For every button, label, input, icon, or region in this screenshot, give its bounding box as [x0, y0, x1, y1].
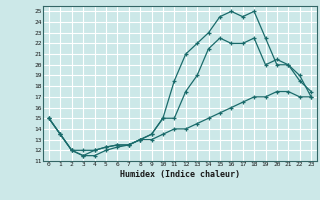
X-axis label: Humidex (Indice chaleur): Humidex (Indice chaleur): [120, 170, 240, 179]
